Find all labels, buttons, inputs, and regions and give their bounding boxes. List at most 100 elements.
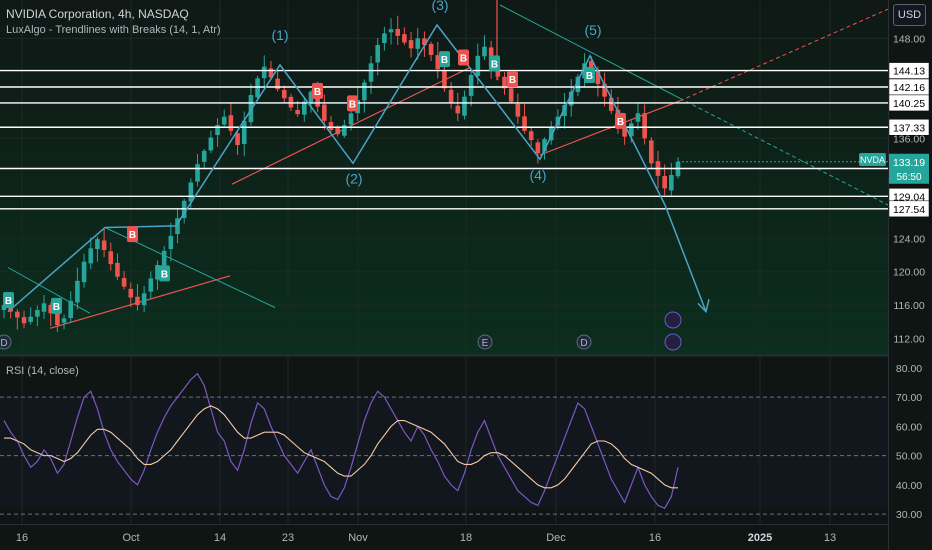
candle-body xyxy=(508,88,514,102)
candle-body xyxy=(375,45,381,63)
grid-lines xyxy=(0,0,888,524)
time-axis[interactable]: 16 Oct 14 23 Nov 18 Dec 16 2025 13 xyxy=(16,532,836,544)
wave-label: (3) xyxy=(431,0,448,13)
ticker-tag: NVDA xyxy=(859,153,886,166)
currency-button[interactable]: USD xyxy=(893,4,926,26)
candle xyxy=(261,55,267,90)
candle-body xyxy=(241,120,247,145)
buy-signal xyxy=(51,297,62,314)
candle-body xyxy=(328,121,334,130)
level-label: 129.04 xyxy=(893,191,925,203)
candle xyxy=(28,307,33,325)
rsi-tick-label: 40.00 xyxy=(896,480,922,492)
candle xyxy=(61,314,67,330)
event-marker xyxy=(0,334,12,350)
candle xyxy=(375,37,381,76)
time-tick-label: Dec xyxy=(546,532,566,544)
candle xyxy=(128,282,134,308)
time-tick-label: 18 xyxy=(460,532,472,544)
level-tag xyxy=(888,94,930,112)
candle-body xyxy=(382,33,387,44)
candle-body xyxy=(495,66,501,77)
candle-body xyxy=(622,125,627,137)
candle xyxy=(241,111,247,156)
candle-body xyxy=(315,91,320,107)
candle xyxy=(528,127,534,147)
rsi-tick-label: 30.00 xyxy=(896,509,922,521)
price-tick-label: 112.00 xyxy=(893,333,924,345)
buy-signal xyxy=(159,265,170,282)
candle-body xyxy=(301,101,307,115)
candle-body xyxy=(462,96,467,116)
candle-body xyxy=(48,304,54,314)
candle-body xyxy=(68,300,74,319)
candle-body xyxy=(435,55,441,70)
candle-body xyxy=(455,105,461,114)
candle xyxy=(468,70,474,107)
candle xyxy=(662,164,667,196)
rsi-pane[interactable] xyxy=(0,357,888,524)
candle xyxy=(248,83,254,126)
candle-body xyxy=(635,113,641,122)
event-label: E xyxy=(482,338,489,349)
candle-body xyxy=(248,95,254,123)
candle-body xyxy=(101,240,107,250)
candle-body xyxy=(442,70,447,89)
indicator-label[interactable]: LuxAlgo - Trendlines with Breaks (14, 1,… xyxy=(6,24,221,36)
candle-body xyxy=(649,140,654,164)
candle-body xyxy=(261,66,267,79)
buy-signal-label: B xyxy=(491,59,498,70)
candle-body xyxy=(362,82,367,101)
candle-body xyxy=(335,128,340,135)
price-axis[interactable]: 144.13142.16140.25137.33132.38129.04127.… xyxy=(888,33,930,345)
candle-body xyxy=(308,91,314,103)
rsi-axis[interactable]: 80.00 70.00 60.00 50.00 40.00 30.00 xyxy=(896,363,922,521)
candle-body xyxy=(568,91,574,106)
price-tick-label: 148.00 xyxy=(893,33,925,45)
sell-signal-label: B xyxy=(349,99,356,110)
sell-signal-label: B xyxy=(509,75,516,86)
candle-body xyxy=(275,78,280,90)
candle xyxy=(328,116,334,133)
candle xyxy=(548,120,554,145)
candle xyxy=(281,85,287,104)
candle-body xyxy=(388,29,394,33)
candle xyxy=(15,309,20,330)
sell-signal-label: B xyxy=(460,54,467,65)
price-tick-label: 136.00 xyxy=(893,133,925,145)
candle xyxy=(115,253,120,280)
candle xyxy=(155,260,160,290)
rsi-lines xyxy=(0,372,888,515)
sell-signal-label: B xyxy=(617,117,624,128)
candle xyxy=(108,242,114,271)
event-marker xyxy=(477,334,493,350)
rsi-tick-label: 50.00 xyxy=(896,451,922,463)
buy-signal xyxy=(584,67,595,83)
event-label: D xyxy=(0,338,7,349)
candle-body xyxy=(515,103,521,117)
rsi-tick-label: 60.00 xyxy=(896,421,922,433)
candle-body xyxy=(55,310,60,325)
time-tick-label: Nov xyxy=(348,532,368,544)
countdown-label: 56:50 xyxy=(896,172,921,183)
candle xyxy=(68,291,74,324)
candle xyxy=(635,102,641,130)
sell-signal-label: B xyxy=(314,87,321,98)
time-tick-label: 16 xyxy=(649,532,661,544)
rsi-ma-line xyxy=(4,405,678,489)
candle xyxy=(402,27,407,46)
buy-signal-label: B xyxy=(161,269,168,280)
candle-body xyxy=(21,317,27,324)
event-marker xyxy=(576,334,592,350)
candle-body xyxy=(121,278,127,287)
candle xyxy=(21,310,27,329)
candle xyxy=(275,71,280,92)
candle-body xyxy=(415,38,421,49)
candle-body xyxy=(342,125,347,136)
buy-signal-label: B xyxy=(441,55,448,66)
candle-body xyxy=(188,182,194,202)
candle-body xyxy=(115,262,120,277)
rsi-label[interactable]: RSI (14, close) xyxy=(6,365,79,377)
